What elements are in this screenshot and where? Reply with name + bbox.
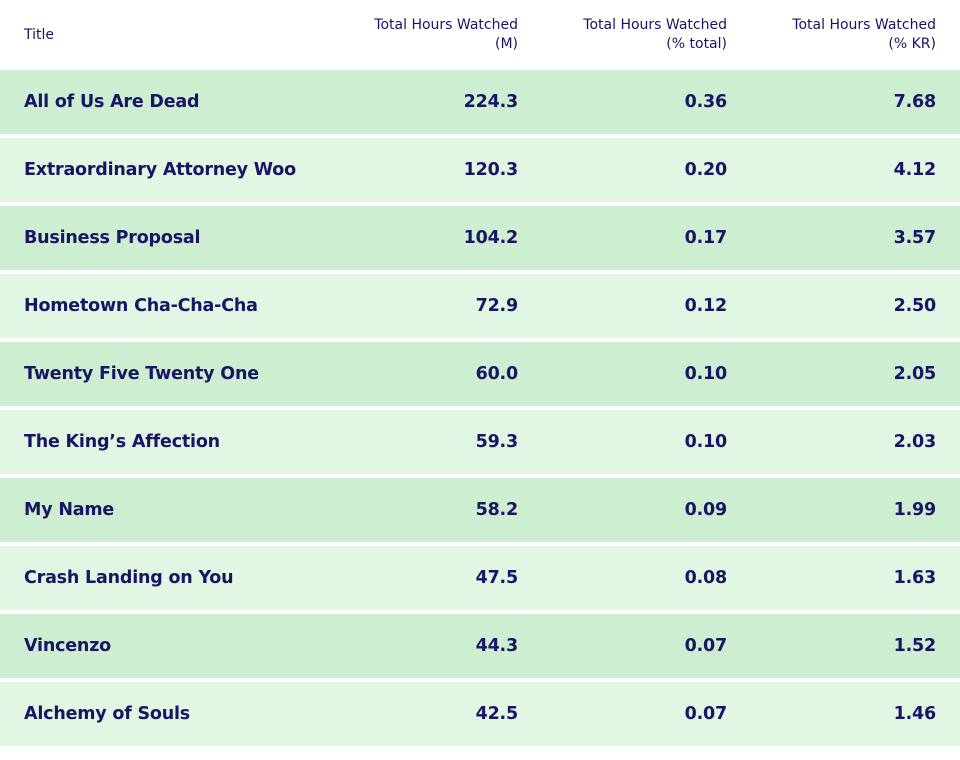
cell-pct-total: 0.07 (684, 704, 728, 724)
header-pct-total-line2: (% total) (666, 36, 727, 52)
cell-pct-kr: 2.50 (893, 296, 937, 316)
cell-pct-total: 0.12 (684, 296, 728, 316)
table-row: The King’s Affection 59.3 0.10 2.03 (0, 410, 960, 474)
cell-hours-m: 72.9 (475, 296, 519, 316)
cell-title: Extraordinary Attorney Woo (24, 160, 296, 180)
cell-hours-m: 47.5 (475, 568, 519, 588)
cell-title: The King’s Affection (24, 432, 220, 452)
cell-pct-kr: 4.12 (893, 160, 937, 180)
header-pct-kr-line2: (% KR) (888, 36, 936, 52)
cell-pct-kr: 1.99 (893, 500, 937, 520)
table-row: Alchemy of Souls 42.5 0.07 1.46 (0, 682, 960, 746)
header-pct-total: Total Hours Watched (% total) (518, 16, 727, 54)
cell-title: Business Proposal (24, 228, 201, 248)
cell-pct-kr: 2.03 (893, 432, 937, 452)
cell-pct-kr: 1.46 (893, 704, 937, 724)
cell-pct-kr: 3.57 (893, 228, 937, 248)
table-row: All of Us Are Dead 224.3 0.36 7.68 (0, 70, 960, 134)
cell-pct-total: 0.20 (684, 160, 728, 180)
table-row: Twenty Five Twenty One 60.0 0.10 2.05 (0, 342, 960, 406)
table-body: All of Us Are Dead 224.3 0.36 7.68 Extraordi… (0, 70, 960, 746)
cell-pct-total: 0.10 (684, 432, 728, 452)
cell-hours-m: 44.3 (475, 636, 519, 656)
cell-pct-kr: 1.52 (893, 636, 937, 656)
cell-title: Crash Landing on You (24, 568, 234, 588)
cell-pct-total: 0.09 (684, 500, 728, 520)
cell-pct-kr: 7.68 (893, 92, 937, 112)
cell-pct-total: 0.08 (684, 568, 728, 588)
cell-pct-kr: 1.63 (893, 568, 937, 588)
header-pct-kr: Total Hours Watched (% KR) (727, 16, 936, 54)
header-hours-m: Total Hours Watched (M) (300, 16, 518, 54)
table-row: Extraordinary Attorney Woo 120.3 0.20 4.12 (0, 138, 960, 202)
cell-pct-total: 0.07 (684, 636, 728, 656)
cell-title: Vincenzo (24, 636, 112, 656)
table-row: Vincenzo 44.3 0.07 1.52 (0, 614, 960, 678)
table-row: Hometown Cha-Cha-Cha 72.9 0.12 2.50 (0, 274, 960, 338)
header-pct-kr-line1: Total Hours Watched (792, 17, 936, 33)
cell-hours-m: 42.5 (475, 704, 519, 724)
table-row: Business Proposal 104.2 0.17 3.57 (0, 206, 960, 270)
cell-hours-m: 104.2 (463, 228, 519, 248)
cell-hours-m: 224.3 (463, 92, 519, 112)
table-row: Crash Landing on You 47.5 0.08 1.63 (0, 546, 960, 610)
cell-pct-kr: 2.05 (893, 364, 937, 384)
cell-hours-m: 59.3 (475, 432, 519, 452)
header-title: Title (24, 26, 55, 43)
cell-title: Twenty Five Twenty One (24, 364, 259, 384)
header-hours-m-line1: Total Hours Watched (374, 17, 518, 33)
cell-title: Alchemy of Souls (24, 704, 191, 724)
cell-title: All of Us Are Dead (24, 92, 200, 112)
cell-pct-total: 0.17 (684, 228, 728, 248)
cell-hours-m: 60.0 (475, 364, 519, 384)
cell-pct-total: 0.10 (684, 364, 728, 384)
cell-pct-total: 0.36 (684, 92, 728, 112)
cell-hours-m: 120.3 (463, 160, 519, 180)
header-hours-m-line2: (M) (494, 36, 518, 52)
header-pct-total-line1: Total Hours Watched (583, 17, 727, 33)
cell-title: Hometown Cha-Cha-Cha (24, 296, 258, 316)
cell-hours-m: 58.2 (475, 500, 519, 520)
cell-title: My Name (24, 500, 115, 520)
table-row: My Name 58.2 0.09 1.99 (0, 478, 960, 542)
table-header: Title Total Hours Watched (M) Total Hour… (0, 0, 960, 70)
